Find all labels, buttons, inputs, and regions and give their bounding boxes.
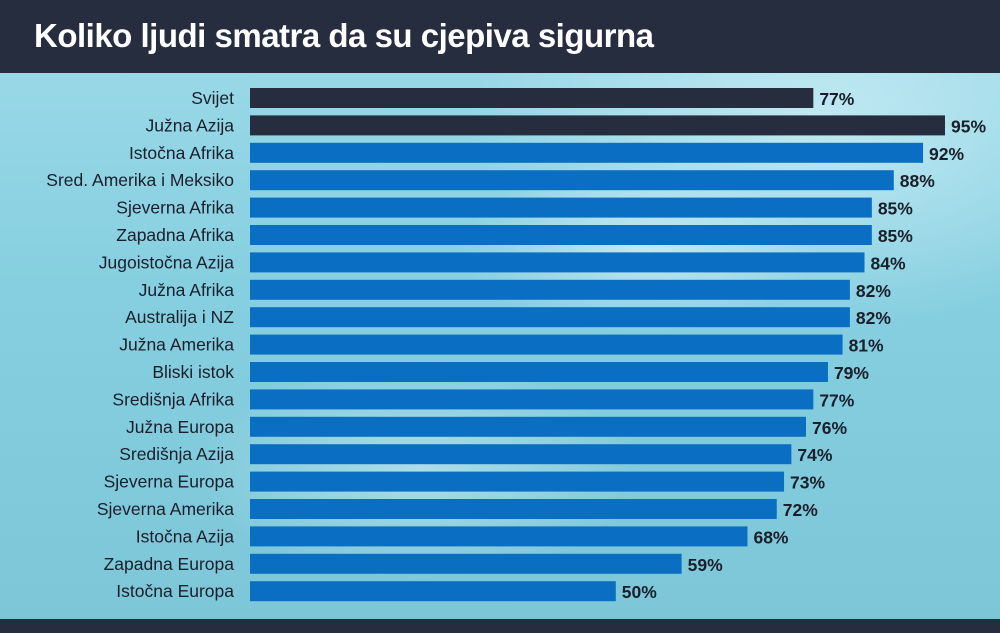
category-label: Australija i NZ <box>125 307 234 327</box>
bar <box>250 416 806 437</box>
bar-row: Sjeverna Europa 73% <box>104 471 826 493</box>
bar-row: Istočna Afrika 92% <box>129 142 965 164</box>
bar <box>250 499 777 519</box>
value-label: 88% <box>900 171 935 191</box>
footer-bar <box>0 619 1000 633</box>
category-label: Bliski istok <box>152 362 234 382</box>
bar <box>250 444 792 465</box>
value-label: 85% <box>878 199 913 219</box>
bar-row: Bliski istok 79% <box>152 362 869 383</box>
bar <box>250 334 843 355</box>
bar-row: Južna Amerika 81% <box>119 334 884 356</box>
bar-row: Središnja Azija 74% <box>119 444 833 465</box>
bar-row: Južna Azija 95% <box>145 115 986 136</box>
value-label: 72% <box>783 500 818 520</box>
category-label: Južna Azija <box>145 115 234 135</box>
bar <box>250 526 748 547</box>
value-label: 79% <box>834 363 869 383</box>
category-label: Sjeverna Amerika <box>97 499 234 519</box>
chart-title: Koliko ljudi smatra da su cjepiva sigurn… <box>34 17 654 54</box>
category-label: Središnja Afrika <box>112 389 234 409</box>
bar-row: Središnja Afrika 77% <box>112 389 855 410</box>
value-label: 74% <box>797 445 832 465</box>
value-label: 77% <box>819 89 854 109</box>
value-label: 76% <box>812 418 847 438</box>
value-label: 77% <box>819 390 854 410</box>
category-label: Istočna Azija <box>136 526 235 546</box>
value-label: 81% <box>849 336 884 356</box>
bar-row: Svijet 77% <box>191 88 855 109</box>
category-label: Južna Amerika <box>119 335 234 355</box>
bar <box>250 197 872 218</box>
category-label: Južna Europa <box>126 417 234 437</box>
bar <box>250 88 814 108</box>
category-label: Jugoistočna Azija <box>99 252 234 272</box>
value-label: 50% <box>622 582 657 602</box>
category-label: Istočna Afrika <box>129 143 234 163</box>
bar-row: Sjeverna Amerika 72% <box>97 499 818 520</box>
category-label: Središnja Azija <box>119 444 234 464</box>
category-label: Zapadna Europa <box>104 554 235 574</box>
bar <box>250 225 872 245</box>
bar <box>250 307 850 328</box>
bar <box>250 389 814 410</box>
bar-row: Australija i NZ 82% <box>125 307 891 328</box>
title-bar: Koliko ljudi smatra da su cjepiva sigurn… <box>0 0 1000 73</box>
bar-row: Istočna Europa 50% <box>116 581 657 602</box>
bar-row: Sred. Amerika i Meksiko 88% <box>46 170 935 191</box>
bar <box>250 252 865 273</box>
category-label: Sjeverna Afrika <box>116 198 234 218</box>
bar <box>250 115 945 136</box>
bar-row: Južna Afrika 82% <box>139 279 891 301</box>
bar-row: Zapadna Afrika 85% <box>116 225 913 246</box>
bar <box>250 362 828 382</box>
category-label: Istočna Europa <box>116 581 234 601</box>
bar-row: Sjeverna Afrika 85% <box>116 197 913 219</box>
value-label: 82% <box>856 308 891 328</box>
category-label: Sred. Amerika i Meksiko <box>46 170 234 190</box>
category-label: Sjeverna Europa <box>104 472 235 492</box>
bar <box>250 279 850 300</box>
value-label: 82% <box>856 281 891 301</box>
bar-row: Južna Europa 76% <box>126 416 847 438</box>
bar <box>250 142 924 163</box>
value-label: 73% <box>790 473 825 493</box>
bar-row: Zapadna Europa 59% <box>104 553 723 575</box>
value-label: 59% <box>688 555 723 575</box>
value-label: 85% <box>878 226 913 246</box>
bar-row: Jugoistočna Azija 84% <box>99 252 906 273</box>
bar <box>250 471 785 492</box>
value-label: 95% <box>951 116 986 136</box>
bar <box>250 553 682 574</box>
bar-row: Istočna Azija 68% <box>136 526 789 547</box>
bar <box>250 581 616 602</box>
category-label: Svijet <box>191 88 234 108</box>
category-label: Južna Afrika <box>139 280 235 300</box>
bar <box>250 170 894 191</box>
value-label: 68% <box>753 527 788 547</box>
value-label: 84% <box>871 253 906 273</box>
category-label: Zapadna Afrika <box>116 225 234 245</box>
value-label: 92% <box>929 144 964 164</box>
